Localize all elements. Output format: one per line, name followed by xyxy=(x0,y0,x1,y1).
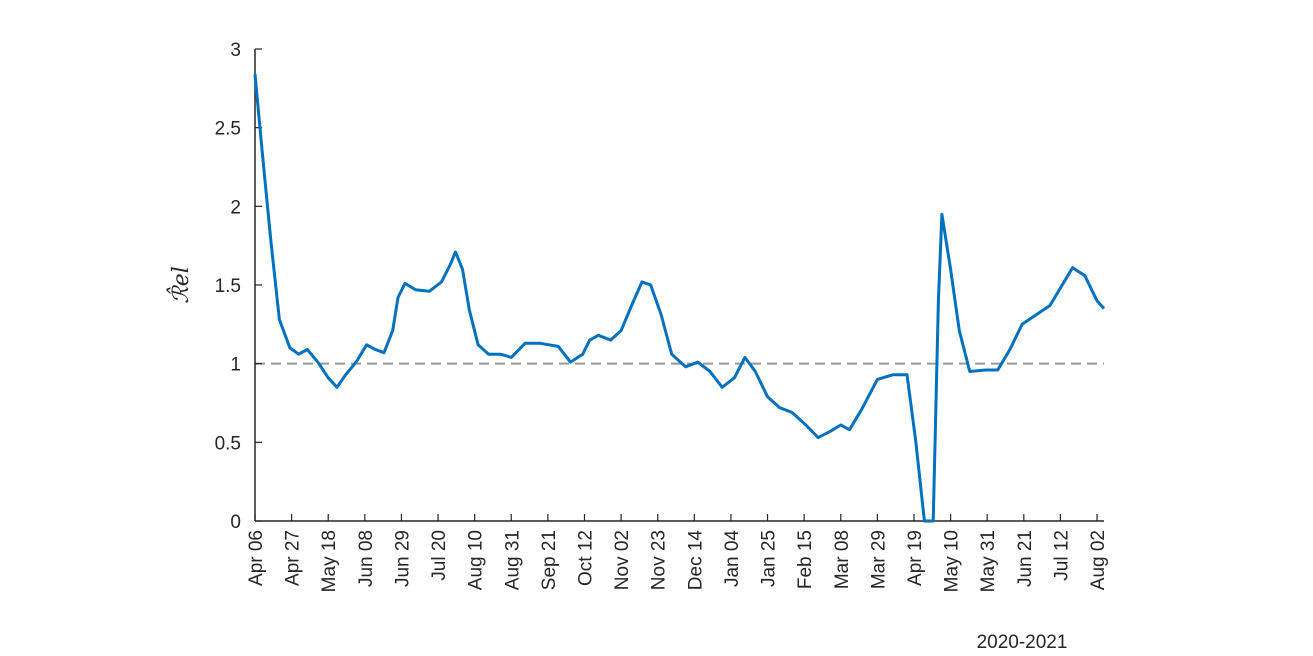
x-tick-label: Jan 25 xyxy=(759,530,780,587)
x-axis-label: 2020-2021 xyxy=(977,632,1068,653)
y-tick-label: 1.5 xyxy=(215,276,241,297)
x-tick-label: Aug 02 xyxy=(1088,530,1109,590)
x-tick-label: Nov 02 xyxy=(612,530,633,590)
y-tick-label: 0.5 xyxy=(215,433,241,454)
x-tick-label: Apr 06 xyxy=(246,530,267,586)
y-tick-label: 2 xyxy=(230,197,241,218)
x-tick-label: May 18 xyxy=(319,530,340,592)
x-tick-label: Oct 12 xyxy=(575,530,596,586)
data-line xyxy=(253,74,1106,523)
x-tick-label: Jan 04 xyxy=(722,530,743,587)
y-tick-label: 1 xyxy=(230,355,241,376)
x-tick-label: Jul 12 xyxy=(1051,530,1072,581)
x-tick-label: Jun 29 xyxy=(392,530,413,587)
x-tick-label: Sep 21 xyxy=(539,530,560,590)
y-tick-label: 2.5 xyxy=(215,119,241,140)
y-tick-label: 0 xyxy=(230,512,241,533)
x-tick-label: May 31 xyxy=(978,530,999,592)
x-tick-label: Apr 27 xyxy=(283,530,304,586)
x-tick-label: Apr 19 xyxy=(905,530,926,586)
x-tick-label: Jun 21 xyxy=(1015,530,1036,587)
x-tick-label: Feb 15 xyxy=(795,530,816,589)
x-tick-label: Jun 08 xyxy=(356,530,377,587)
x-tick-label: May 10 xyxy=(942,530,963,592)
x-tick-label: Mar 08 xyxy=(832,530,853,589)
x-tick-label: Dec 14 xyxy=(685,530,706,591)
x-tick-label: Aug 10 xyxy=(466,530,487,590)
y-tick-label: 3 xyxy=(230,40,241,61)
x-tick-label: Aug 31 xyxy=(502,530,523,590)
y-axis-label: ℛ̂el xyxy=(166,266,194,304)
x-tick-label: Mar 29 xyxy=(868,530,889,589)
x-tick-label: Nov 23 xyxy=(649,530,670,590)
x-tick-label: Jul 20 xyxy=(429,530,450,581)
